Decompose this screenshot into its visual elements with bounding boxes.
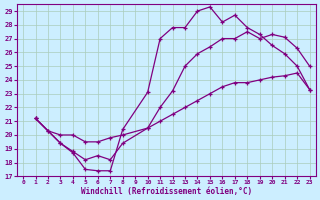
X-axis label: Windchill (Refroidissement éolien,°C): Windchill (Refroidissement éolien,°C) [81, 187, 252, 196]
